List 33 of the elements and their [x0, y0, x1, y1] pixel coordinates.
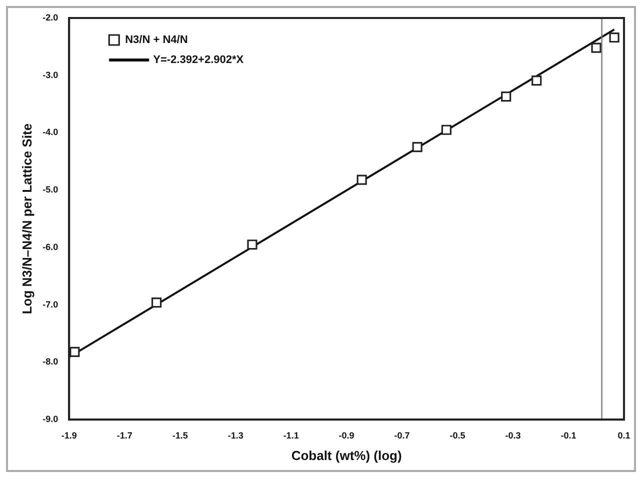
- x-tick-label: -1.7: [116, 430, 132, 440]
- x-tick-label: -0.3: [505, 430, 521, 440]
- y-tick-label: -4.0: [42, 127, 58, 138]
- y-tick-label: -6.0: [42, 242, 58, 252]
- x-tick-label: -1.9: [61, 430, 77, 440]
- legend-label: Y=-2.392+2.902*X: [153, 54, 244, 66]
- point: [412, 142, 422, 152]
- y-tick-label: -3.0: [42, 70, 58, 80]
- point: [532, 75, 542, 86]
- x-tick-label: -0.7: [394, 430, 410, 440]
- y-tick-label: -5.0: [42, 184, 58, 195]
- point: [609, 32, 620, 43]
- y-tick-label: -2.0: [42, 12, 58, 22]
- legend-label: N3/N + N4/N: [125, 34, 188, 46]
- x-axis-title: Cobalt (wt%) (log): [291, 448, 402, 463]
- y-axis-title: Log N3/N–N4/N per Lattice Site: [19, 123, 34, 314]
- point: [591, 42, 602, 53]
- y-tick-label: -8.0: [42, 356, 58, 367]
- x-tick-label: -1.3: [228, 430, 244, 440]
- x-tick-label: -1.1: [283, 430, 299, 440]
- x-tick-label: -1.5: [172, 430, 188, 440]
- point: [151, 298, 162, 308]
- point: [356, 174, 367, 185]
- x-tick-label: -0.9: [338, 430, 354, 440]
- y-tick-label: -7.0: [42, 299, 58, 310]
- point: [441, 124, 452, 135]
- point: [501, 92, 512, 102]
- x-tick-label: -0.1: [560, 430, 576, 440]
- point: [70, 346, 80, 357]
- point: [247, 240, 258, 250]
- x-tick-label: -0.5: [450, 430, 466, 440]
- y-tick-label: -9.0: [42, 414, 58, 424]
- x-tick-label: 0.1: [618, 430, 630, 440]
